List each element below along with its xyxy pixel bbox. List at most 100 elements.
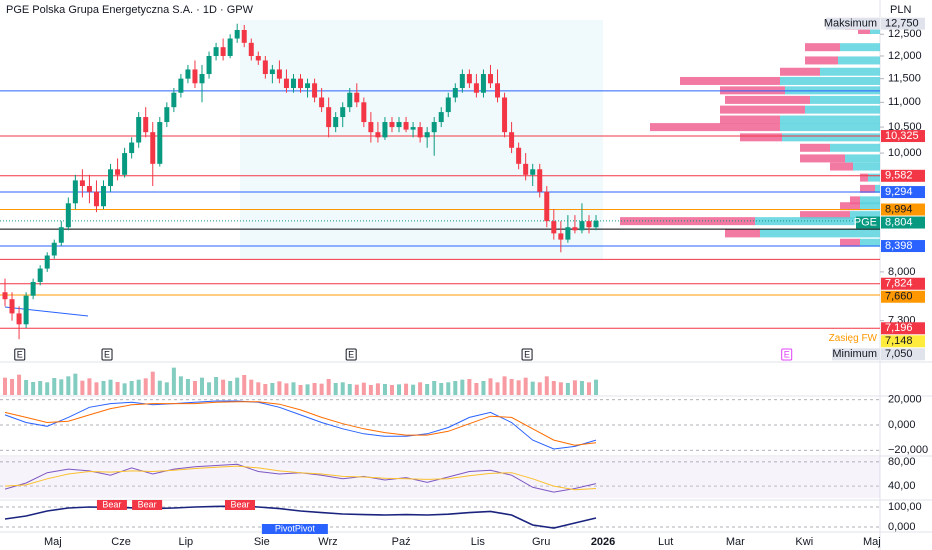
profile-down	[850, 196, 860, 205]
level-label: 7,196	[885, 322, 913, 334]
profile-up	[838, 56, 880, 65]
candle-body	[537, 169, 543, 192]
profile-down	[800, 211, 850, 220]
level-label: 10,325	[885, 130, 919, 142]
candle-body	[72, 180, 78, 204]
volume-bar	[558, 382, 563, 395]
profile-up	[782, 133, 880, 142]
candle-body	[171, 92, 177, 108]
y-tick-label: 8,000	[888, 266, 916, 278]
volume-bar	[52, 378, 57, 395]
candle-body	[16, 313, 22, 325]
candle-body	[495, 83, 501, 98]
volume-bar	[488, 378, 493, 395]
volume-bar	[235, 377, 240, 395]
volume-bar	[228, 381, 233, 395]
volume-profile-range	[240, 20, 603, 260]
candle-body	[199, 74, 205, 84]
volume-bar	[249, 379, 254, 395]
candle-body	[86, 186, 92, 192]
volume-bar	[572, 380, 577, 395]
volume-bar	[404, 383, 409, 395]
level-label: 8,994	[885, 203, 913, 215]
candle-body	[340, 107, 346, 118]
profile-up	[780, 76, 880, 85]
candle-body	[487, 74, 493, 84]
annotation-box	[225, 500, 255, 510]
x-tick-label: 2026	[591, 536, 615, 548]
chart-title: PGE Polska Grupa Energetyczna S.A. · 1D …	[6, 4, 254, 16]
volume-bar	[382, 384, 387, 395]
y-tick-label: 10,500	[888, 121, 922, 133]
profile-up	[850, 211, 880, 220]
profile-down	[860, 184, 875, 193]
earnings-box	[345, 348, 357, 361]
profile-up	[820, 67, 880, 76]
candle-body	[375, 132, 381, 138]
profile-up	[868, 173, 880, 182]
volume-bar	[143, 378, 148, 395]
volume-bar	[586, 382, 591, 395]
profile-up	[810, 95, 880, 104]
candle-body	[452, 87, 458, 98]
candle-body	[459, 74, 465, 88]
volume-bar	[263, 384, 268, 395]
volume-bar	[446, 382, 451, 395]
profile-up	[860, 202, 880, 211]
candle-body	[558, 233, 564, 240]
volume-bar	[333, 383, 338, 395]
level-label: 8,804	[885, 216, 913, 228]
level-label: 7,050	[885, 348, 913, 360]
candle-body	[213, 47, 219, 56]
x-tick-label: Maj	[44, 536, 62, 548]
candle-body	[108, 169, 114, 187]
candle-body	[115, 169, 121, 175]
volume-bar	[389, 385, 394, 395]
volume-bar	[432, 381, 437, 395]
profile-up	[755, 217, 880, 226]
volume-bar	[467, 379, 472, 395]
profile-down	[725, 95, 810, 104]
level-label-box	[881, 216, 925, 229]
profile-up	[870, 26, 880, 35]
candle-body	[347, 92, 353, 108]
annotation-box	[261, 524, 328, 534]
candle-body	[206, 55, 212, 75]
candle-body	[368, 122, 374, 133]
volume-bar	[305, 384, 310, 395]
candle-body	[502, 97, 508, 133]
y-tick-label: 20,000	[888, 394, 922, 406]
volume-bar	[277, 381, 282, 395]
profile-down	[780, 67, 820, 76]
candle-body	[466, 74, 472, 84]
volume-bar	[453, 381, 458, 395]
volume-bar	[544, 376, 549, 395]
volume-bar	[122, 383, 127, 395]
profile-down	[800, 143, 830, 152]
volume-bar	[326, 379, 331, 395]
candle-body	[37, 268, 43, 282]
volume-bar	[115, 382, 120, 395]
volume-bar	[340, 382, 345, 395]
level-tag: Zasięg FW	[829, 333, 878, 344]
profile-down	[805, 56, 838, 65]
volume-bar	[221, 379, 226, 395]
candle-body	[361, 102, 367, 123]
y-tick-label: 0,000	[888, 419, 916, 431]
profile-down	[830, 162, 853, 171]
volume-bar	[45, 382, 50, 395]
candle-body	[262, 60, 268, 75]
volume-bar	[256, 382, 261, 395]
volume-bar	[87, 378, 92, 395]
candle-body	[319, 97, 325, 108]
candle-body	[305, 83, 311, 88]
volume-bar	[284, 383, 289, 395]
candle-body	[389, 122, 395, 128]
y-tick-label: 10,000	[888, 147, 922, 159]
profile-up	[830, 143, 880, 152]
volume-bar	[192, 381, 197, 395]
volume-bar	[460, 379, 465, 395]
candle-body	[565, 227, 571, 240]
candle-body	[143, 117, 149, 133]
